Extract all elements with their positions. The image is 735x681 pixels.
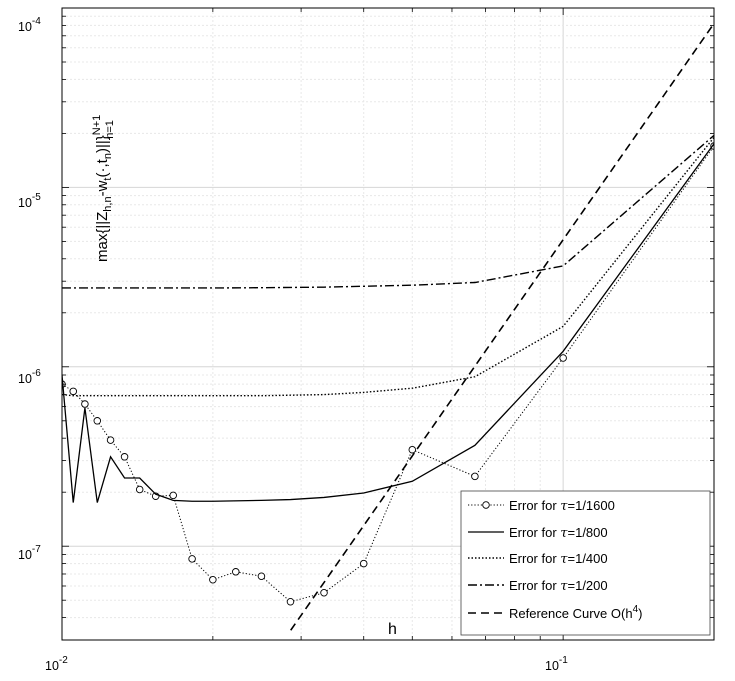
legend-label-tau-800: Error for τ=1/800 [509, 525, 608, 541]
data-point-tau-1600 [169, 491, 177, 500]
legend-label-reference: Reference Curve O(h4) [509, 604, 642, 621]
data-point-tau-1600 [559, 354, 567, 362]
data-point-tau-1600 [135, 485, 144, 494]
legend-label-tau-400: Error for τ=1/400 [509, 551, 608, 567]
x-tick-labels: 10-2 10-1 [45, 655, 568, 673]
data-point-tau-1600 [188, 555, 196, 563]
data-point-tau-1600 [106, 436, 115, 444]
data-point-tau-1600 [257, 572, 266, 580]
x-axis-label: h [388, 621, 397, 638]
data-point-tau-1600 [286, 598, 295, 606]
series-line-tau-400 [62, 136, 714, 397]
data-point-tau-1600 [359, 559, 368, 568]
y-tick-label: 10-7 [18, 544, 41, 562]
legend-label-tau-200: Error for τ=1/200 [509, 578, 608, 594]
y-tick-label: 10-4 [18, 16, 41, 34]
series-line-reference [290, 23, 714, 631]
x-tick-label: 10-1 [545, 655, 568, 673]
data-point-tau-1600 [93, 417, 102, 425]
data-point-tau-1600 [471, 472, 479, 481]
legend: Error for τ=1/1600 Error for τ=1/800 Err… [460, 490, 711, 636]
series-line-tau-1600 [62, 145, 714, 603]
legend-label-tau-1600: Error for τ=1/1600 [509, 498, 615, 514]
data-point-tau-1600 [320, 589, 328, 597]
x-tick-label: 10-2 [45, 655, 68, 673]
series-line-tau-800 [62, 143, 714, 503]
legend-samples [468, 501, 504, 614]
data-point-tau-1600 [209, 576, 217, 584]
series-layer [62, 23, 714, 631]
legend-marker-tau-1600 [482, 501, 490, 509]
plot-frame [61, 7, 715, 641]
data-point-tau-1600 [81, 400, 89, 408]
data-point-tau-1600 [120, 453, 129, 461]
data-point-tau-1600 [408, 445, 417, 454]
y-axis-label: max{||Zh,n-wt(·,tn)||}N+1n=1 [91, 115, 116, 262]
legend-box [460, 490, 711, 636]
data-point-tau-1600 [232, 568, 240, 576]
y-tick-label: 10-5 [18, 192, 41, 210]
data-point-tau-1600 [69, 387, 77, 396]
y-tick-labels: 10-7 10-6 10-5 10-4 [18, 16, 41, 562]
tick-marks [61, 7, 715, 641]
y-tick-label: 10-6 [18, 368, 41, 386]
